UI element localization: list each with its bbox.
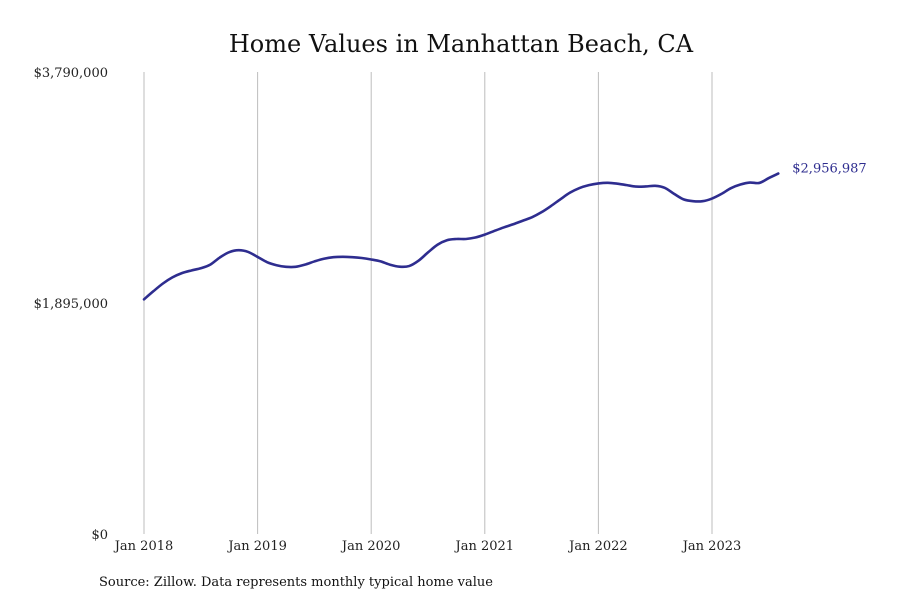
y-axis-tick-labels: $0 $1,895,000 $3,790,000 xyxy=(34,66,108,543)
x-tick-label: Jan 2023 xyxy=(681,539,742,554)
gridlines xyxy=(143,72,713,534)
y-tick-label: $3,790,000 xyxy=(34,66,108,81)
series-layer: $2,956,987 xyxy=(142,162,867,301)
x-tick-label: Jan 2018 xyxy=(113,539,174,554)
x-tick-label: Jan 2022 xyxy=(567,539,628,554)
x-tick-label: Jan 2019 xyxy=(226,539,287,554)
series-line xyxy=(142,172,780,301)
y-tick-label: $1,895,000 xyxy=(34,297,108,312)
y-tick-label: $0 xyxy=(91,528,108,543)
x-axis-tick-labels: Jan 2018 Jan 2019 Jan 2020 Jan 2021 Jan 2022… xyxy=(113,539,742,554)
series-end-value-label: $2,956,987 xyxy=(792,162,866,177)
x-tick-label: Jan 2021 xyxy=(454,539,515,554)
x-tick-label: Jan 2020 xyxy=(340,539,401,554)
chart-title: Home Values in Manhattan Beach, CA xyxy=(229,30,694,58)
source-note: Source: Zillow. Data represents monthly … xyxy=(99,575,493,590)
